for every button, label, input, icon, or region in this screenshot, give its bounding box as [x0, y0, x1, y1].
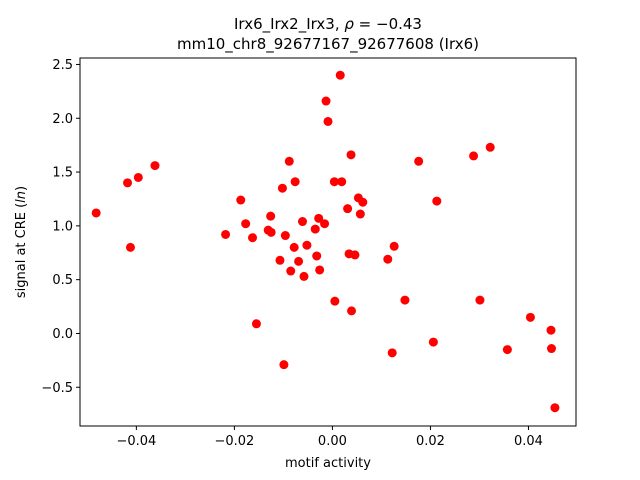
plot-frame	[79, 57, 577, 427]
scatter-point	[275, 255, 285, 265]
scatter-point	[125, 242, 135, 252]
scatter-point	[302, 240, 312, 250]
y-tick-label: 2.5	[52, 58, 73, 73]
scatter-point	[343, 204, 353, 214]
x-tick-label: 0.04	[514, 434, 543, 449]
scatter-point	[248, 233, 258, 243]
scatter-point	[221, 229, 231, 239]
x-tick-label: 0.00	[318, 434, 347, 449]
y-tick-label: 0.0	[52, 327, 73, 342]
scatter-point	[150, 161, 160, 171]
scatter-point	[280, 231, 290, 241]
scatter-point	[320, 219, 330, 229]
scatter-point	[286, 266, 296, 276]
y-axis-label-unit: ln	[14, 191, 29, 203]
x-tick-label: −0.04	[116, 434, 156, 449]
scatter-point	[289, 242, 299, 252]
scatter-point	[329, 177, 339, 187]
scatter-point	[346, 150, 356, 160]
scatter-point	[312, 251, 322, 261]
scatter-point	[251, 319, 261, 329]
scatter-point	[266, 211, 276, 221]
scatter-point	[335, 70, 345, 80]
title-rho-value: = −0.43	[354, 15, 422, 33]
y-axis-label-suffix: )	[14, 186, 29, 191]
scatter-point	[91, 208, 101, 218]
y-tick-label: 1.0	[52, 219, 73, 234]
y-tick-label: 0.5	[52, 273, 73, 288]
scatter-point	[400, 295, 410, 305]
scatter-points	[91, 70, 560, 413]
x-axis-label: motif activity	[285, 456, 371, 471]
scatter-point	[123, 178, 133, 188]
scatter-point	[550, 403, 560, 413]
scatter-point	[337, 177, 347, 187]
scatter-point	[347, 306, 357, 316]
y-tick-label: 1.5	[52, 166, 73, 181]
scatter-point	[315, 265, 325, 275]
scatter-point	[323, 116, 333, 126]
scatter-point	[241, 219, 251, 229]
scatter-point	[469, 151, 479, 161]
scatter-point	[277, 183, 287, 193]
scatter-point	[432, 196, 442, 206]
y-tick-label: −0.5	[41, 381, 73, 396]
scatter-point	[414, 156, 424, 166]
scatter-point	[546, 325, 556, 335]
scatter-point	[321, 96, 331, 106]
y-tick-label: 2.0	[52, 112, 73, 127]
scatter-point	[310, 224, 320, 234]
x-axis-ticks: −0.04 −0.02 0.00 0.02 0.04	[116, 426, 543, 449]
scatter-point	[284, 156, 294, 166]
scatter-point	[266, 227, 276, 237]
scatter-point	[525, 312, 535, 322]
scatter-point	[294, 256, 304, 266]
y-axis-ticks: −0.5 0.0 0.5 1.0 1.5 2.0 2.5	[41, 58, 80, 396]
title-rho-symbol: ρ	[344, 15, 354, 33]
chart-title-line1: Irx6_Irx2_Irx3, ρ = −0.43	[234, 15, 422, 34]
y-axis-label-prefix: signal at CRE (	[14, 203, 29, 298]
scatter-point	[298, 217, 308, 227]
x-tick-label: 0.02	[416, 434, 445, 449]
x-tick-label: −0.02	[214, 434, 254, 449]
scatter-point	[475, 295, 485, 305]
scatter-point	[299, 271, 309, 281]
scatter-point	[387, 348, 397, 358]
plot-area	[80, 58, 576, 426]
scatter-point	[383, 254, 393, 264]
scatter-point	[290, 177, 300, 187]
scatter-point	[485, 142, 495, 152]
scatter-point	[428, 337, 438, 347]
scatter-point	[236, 195, 246, 205]
scatter-point	[546, 344, 556, 354]
scatter-point	[133, 172, 143, 182]
scatter-point	[330, 296, 340, 306]
scatter-point	[389, 241, 399, 251]
scatter-point	[279, 360, 289, 370]
title-prefix: Irx6_Irx2_Irx3,	[234, 15, 344, 34]
chart-title-line2: mm10_chr8_92677167_92677608 (Irx6)	[177, 35, 479, 54]
scatter-point	[350, 250, 360, 260]
scatter-point	[355, 209, 365, 219]
scatter-point	[502, 345, 512, 355]
scatter-point	[358, 197, 368, 207]
scatter-point	[314, 213, 324, 223]
y-axis-label: signal at CRE (ln)	[14, 186, 29, 298]
